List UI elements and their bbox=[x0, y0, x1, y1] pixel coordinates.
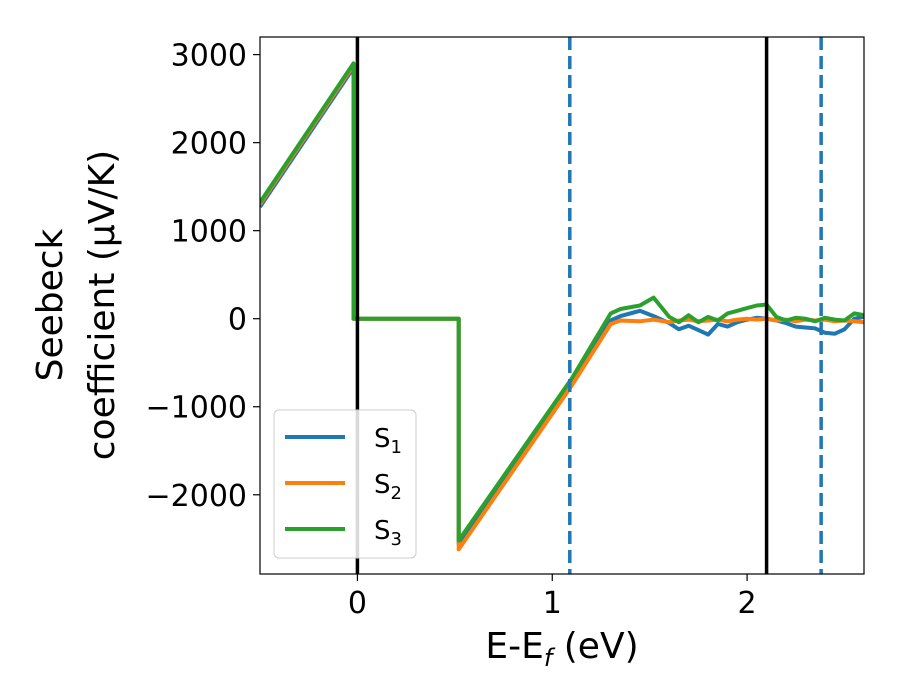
legend-label-s1: S1 bbox=[374, 424, 402, 458]
legend-label-s2: S2 bbox=[374, 470, 402, 504]
x-tick-label: 1 bbox=[543, 586, 562, 621]
x-axis: 0 1 2 bbox=[348, 574, 757, 621]
y-tick-label: 1000 bbox=[171, 215, 247, 250]
y-tick-label: −1000 bbox=[146, 391, 247, 426]
legend: S1 S2 S3 bbox=[273, 409, 417, 559]
x-axis-title: E-Ef (eV) bbox=[485, 626, 638, 672]
y-axis: 3000 2000 1000 0 −1000 −2000 bbox=[146, 39, 260, 514]
plot-lines bbox=[260, 61, 864, 552]
plot-frame bbox=[259, 36, 865, 575]
y-tick-label: 2000 bbox=[171, 127, 247, 162]
legend-label-s3: S3 bbox=[374, 516, 402, 550]
y-axis-title-line2: coefficient (μV/K) bbox=[82, 150, 123, 460]
y-tick-label: 3000 bbox=[171, 39, 247, 74]
y-tick-label: −2000 bbox=[146, 479, 247, 514]
y-axis-title-line1: Seebeck bbox=[30, 228, 71, 381]
series-line-s3 bbox=[260, 61, 864, 543]
x-tick-label: 0 bbox=[348, 586, 367, 621]
x-tick-label: 2 bbox=[738, 586, 757, 621]
y-tick-label: 0 bbox=[228, 303, 247, 338]
